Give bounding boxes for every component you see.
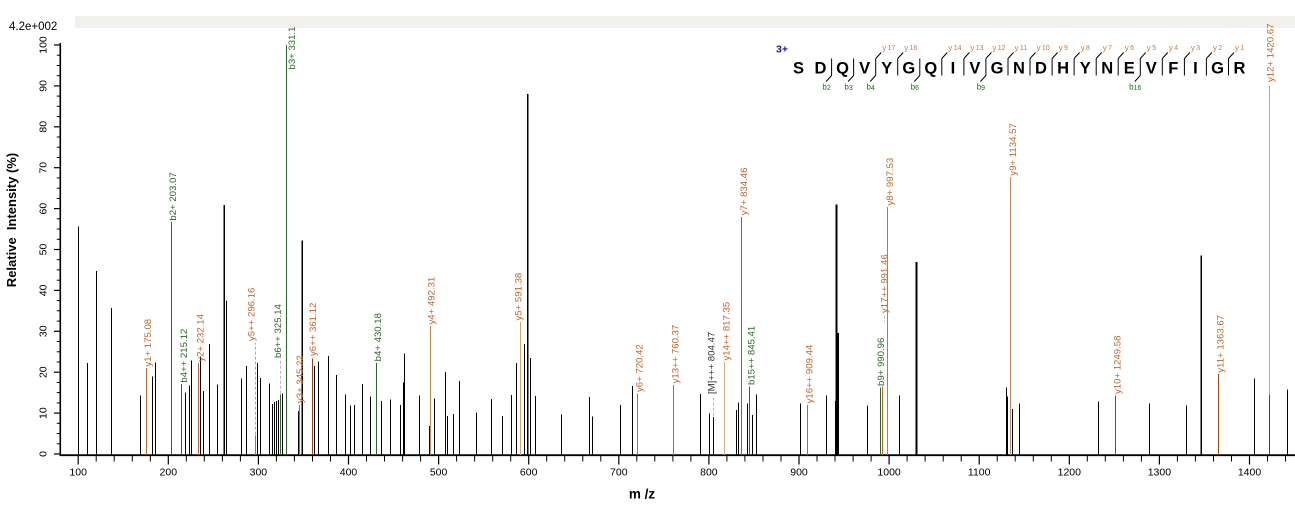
svg-text:b4+ 430.18: b4+ 430.18 — [373, 313, 384, 361]
svg-text:3+: 3+ — [776, 44, 788, 56]
svg-text:300: 300 — [250, 467, 268, 479]
svg-text:N: N — [1101, 60, 1113, 78]
svg-text:1000: 1000 — [877, 467, 901, 479]
svg-text:y3+ 345.22: y3+ 345.22 — [295, 355, 306, 403]
svg-text:200: 200 — [160, 467, 178, 479]
svg-text:400: 400 — [340, 467, 358, 479]
svg-text:y 5: y 5 — [1147, 44, 1156, 53]
svg-text:Q: Q — [924, 60, 937, 78]
svg-text:40: 40 — [38, 284, 50, 296]
svg-text:b4: b4 — [867, 83, 875, 93]
svg-text:y 8: y 8 — [1081, 44, 1090, 53]
svg-text:1100: 1100 — [968, 467, 991, 479]
svg-text:y11+ 1363.67: y11+ 1363.67 — [1215, 315, 1226, 373]
svg-text:y 6: y 6 — [1125, 44, 1134, 53]
svg-text:60: 60 — [38, 203, 50, 215]
svg-text:E: E — [1124, 60, 1135, 78]
svg-text:H: H — [1057, 60, 1069, 78]
svg-text:V: V — [969, 60, 980, 78]
svg-text:y 12: y 12 — [992, 44, 1005, 53]
svg-text:[M]+++ 804.47: [M]+++ 804.47 — [707, 332, 718, 394]
svg-text:100: 100 — [69, 467, 87, 479]
svg-text:4.2e+002: 4.2e+002 — [9, 21, 57, 33]
svg-text:1200: 1200 — [1058, 467, 1082, 479]
svg-text:y8+ 997.53: y8+ 997.53 — [885, 158, 896, 206]
svg-text:Q: Q — [836, 60, 849, 78]
svg-text:D: D — [815, 60, 827, 78]
svg-text:b16: b16 — [1129, 83, 1141, 93]
svg-text:y6+ 720.42: y6+ 720.42 — [635, 344, 646, 392]
svg-text:y 16: y 16 — [904, 44, 917, 53]
svg-text:m /z: m /z — [629, 487, 656, 502]
svg-text:Y: Y — [1080, 60, 1091, 78]
svg-text:700: 700 — [610, 467, 628, 479]
svg-text:600: 600 — [520, 467, 538, 479]
svg-text:b2+ 203.07: b2+ 203.07 — [168, 172, 179, 220]
svg-text:y 11: y 11 — [1015, 44, 1028, 53]
svg-text:b6++ 325.14: b6++ 325.14 — [273, 303, 284, 358]
svg-text:b9: b9 — [977, 83, 985, 93]
svg-text:y6++ 361.12: y6++ 361.12 — [308, 303, 319, 356]
svg-text:1400: 1400 — [1238, 467, 1262, 479]
svg-text:100: 100 — [38, 36, 50, 54]
svg-text:b2: b2 — [822, 83, 830, 93]
svg-text:y5+ 591.38: y5+ 591.38 — [514, 273, 525, 321]
svg-text:y13++ 760.37: y13++ 760.37 — [671, 325, 682, 384]
svg-text:y 10: y 10 — [1037, 44, 1050, 53]
svg-text:80: 80 — [38, 121, 50, 133]
svg-text:y14++ 817.35: y14++ 817.35 — [722, 302, 733, 361]
svg-text:y2+ 232.14: y2+ 232.14 — [195, 313, 206, 361]
svg-text:y 3: y 3 — [1191, 44, 1200, 53]
svg-text:F: F — [1168, 60, 1178, 78]
svg-text:70: 70 — [38, 162, 50, 174]
svg-text:Relative Intensity (%): Relative Intensity (%) — [4, 153, 19, 287]
svg-text:y4+ 492.31: y4+ 492.31 — [426, 277, 437, 325]
svg-text:30: 30 — [38, 325, 50, 337]
svg-text:0: 0 — [38, 451, 50, 457]
svg-text:y 14: y 14 — [948, 44, 961, 53]
svg-text:y 9: y 9 — [1059, 44, 1068, 53]
svg-text:20: 20 — [38, 366, 50, 378]
svg-text:N: N — [1013, 60, 1025, 78]
svg-text:V: V — [1146, 60, 1157, 78]
svg-text:G: G — [1211, 60, 1224, 78]
svg-text:900: 900 — [790, 467, 808, 479]
svg-text:D: D — [1035, 60, 1047, 78]
svg-text:I: I — [1193, 60, 1198, 78]
svg-text:I: I — [951, 60, 956, 78]
svg-text:y17++ 991.46: y17++ 991.46 — [880, 254, 891, 313]
svg-text:y7+ 834.46: y7+ 834.46 — [739, 168, 750, 216]
svg-text:1300: 1300 — [1148, 467, 1172, 479]
svg-text:b3+ 331.1: b3+ 331.1 — [287, 27, 298, 70]
svg-text:Y: Y — [881, 60, 892, 78]
svg-text:S: S — [793, 60, 804, 78]
svg-text:y 1: y 1 — [1235, 44, 1244, 53]
svg-text:b4++ 215.12: b4++ 215.12 — [179, 329, 190, 383]
svg-text:b6: b6 — [911, 83, 919, 93]
svg-text:y1+ 175.08: y1+ 175.08 — [143, 319, 154, 367]
svg-text:y16++ 909.44: y16++ 909.44 — [805, 344, 816, 403]
svg-text:y 13: y 13 — [970, 44, 983, 53]
svg-text:b9+ 990.96: b9+ 990.96 — [876, 338, 887, 386]
svg-text:90: 90 — [38, 80, 50, 92]
svg-text:G: G — [991, 60, 1004, 78]
svg-text:V: V — [859, 60, 870, 78]
svg-text:y5++ 296.16: y5++ 296.16 — [247, 288, 258, 341]
svg-text:800: 800 — [700, 467, 718, 479]
svg-text:R: R — [1234, 60, 1246, 78]
svg-text:y12+ 1420.67: y12+ 1420.67 — [1266, 24, 1277, 82]
svg-text:y 2: y 2 — [1213, 44, 1222, 53]
svg-text:b15++ 845.41: b15++ 845.41 — [746, 326, 757, 385]
svg-text:500: 500 — [430, 467, 448, 479]
svg-text:10: 10 — [38, 407, 50, 419]
svg-text:G: G — [902, 60, 915, 78]
svg-text:b3: b3 — [844, 83, 852, 93]
svg-text:y 17: y 17 — [882, 44, 895, 53]
svg-text:y10+ 1249.58: y10+ 1249.58 — [1113, 336, 1124, 394]
svg-text:y9+ 1134.57: y9+ 1134.57 — [1008, 123, 1019, 175]
svg-text:y 4: y 4 — [1169, 44, 1178, 53]
svg-text:y 7: y 7 — [1103, 44, 1112, 53]
svg-text:50: 50 — [38, 244, 50, 256]
